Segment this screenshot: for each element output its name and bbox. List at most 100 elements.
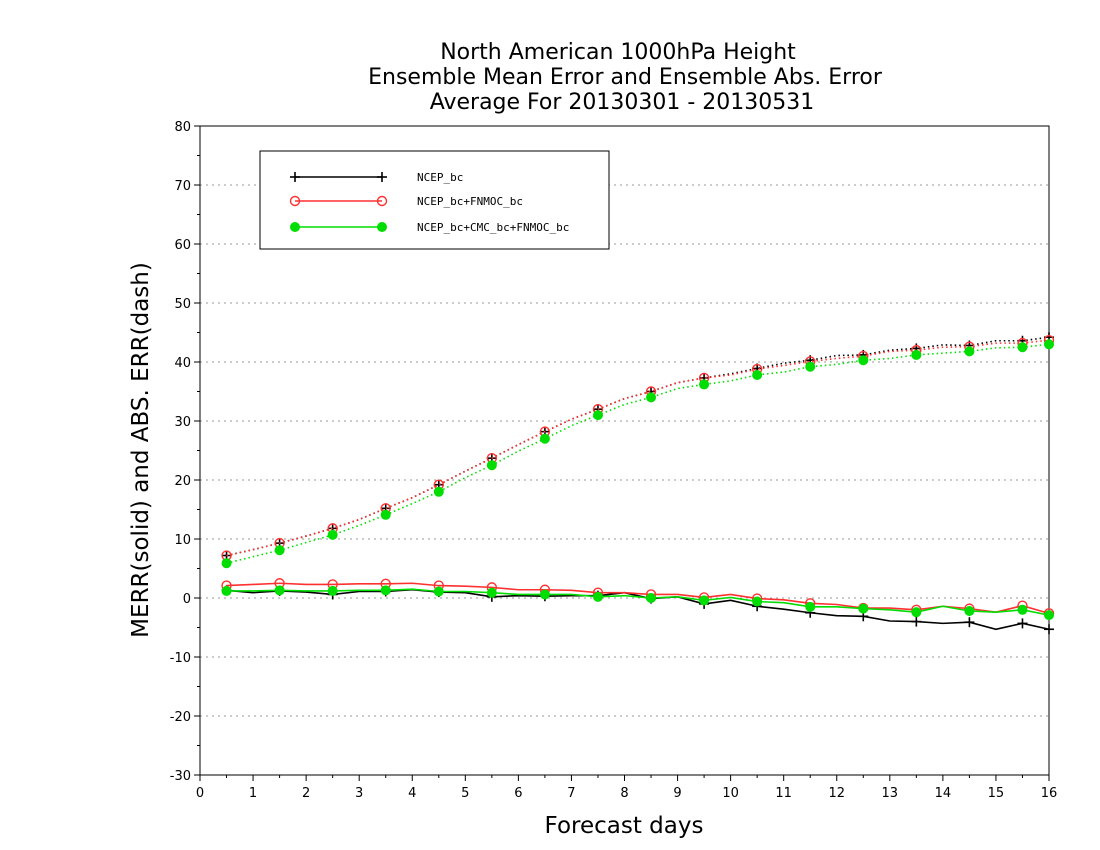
x-tick-label: 5 <box>461 786 469 801</box>
abs-err-point <box>1044 339 1054 350</box>
x-tick-label: 9 <box>673 786 681 801</box>
x-tick-label: 14 <box>935 786 952 801</box>
merr-point <box>646 593 657 603</box>
series-2 <box>221 339 1054 621</box>
merr-point <box>327 585 338 596</box>
grid-layer <box>200 184 1049 717</box>
merr-point <box>858 603 869 614</box>
abs-err-point <box>327 529 338 540</box>
y-tick-label: 10 <box>174 533 191 548</box>
legend-entry-2: NCEP_bc+CMC_bc+FNMOC_bc <box>290 221 569 234</box>
abs-err-line <box>226 339 1050 557</box>
y-axis-label: MERR(solid) and ABS. ERR(dash) <box>128 262 154 638</box>
series-1 <box>221 334 1055 619</box>
abs-err-point <box>380 509 391 520</box>
abs-err-point <box>592 410 603 421</box>
abs-err-line <box>226 343 1050 564</box>
series-layer <box>221 332 1055 635</box>
merr-point <box>592 591 603 602</box>
y-axis: 80 70 60 50 40 30 20 10 0 -10 -20 -30 <box>170 120 200 784</box>
abs-err-point <box>858 355 869 366</box>
legend-marker <box>290 222 300 232</box>
x-tick-label: 3 <box>355 786 363 801</box>
x-tick-label: 2 <box>302 786 310 801</box>
abs-err-point <box>221 558 232 569</box>
y-tick-label: 80 <box>174 120 191 135</box>
legend: NCEP_bc NCEP_bc+FNMOC_bc NCEP_bc+CMC_bc+FN… <box>259 150 610 250</box>
y-tick-label: 0 <box>183 592 191 607</box>
series-0 <box>221 332 1054 635</box>
x-tick-label: 6 <box>514 786 522 801</box>
legend-box <box>259 150 610 250</box>
merr-point <box>911 607 922 618</box>
abs-err-point <box>911 349 922 360</box>
y-tick-label: 30 <box>174 415 191 430</box>
x-tick-label: 15 <box>988 786 1005 801</box>
merr-point <box>964 617 975 628</box>
merr-point <box>752 596 763 607</box>
abs-err-point <box>486 460 497 471</box>
abs-err-point <box>752 369 763 380</box>
x-tick-label: 7 <box>567 786 575 801</box>
legend-marker <box>377 222 387 232</box>
merr-point <box>1044 610 1054 621</box>
x-tick-label: 1 <box>249 786 257 801</box>
x-tick-label: 13 <box>882 786 899 801</box>
merr-point <box>539 589 550 600</box>
legend-marker <box>376 195 388 207</box>
y-tick-label: 50 <box>174 297 191 312</box>
x-tick-label: 0 <box>196 786 204 801</box>
legend-label: NCEP_bc+CMC_bc+FNMOC_bc <box>417 221 569 234</box>
x-tick-label: 11 <box>775 786 792 801</box>
abs-err-point <box>1017 342 1028 353</box>
x-tick-label: 12 <box>828 786 845 801</box>
merr-line <box>226 582 1050 615</box>
merr-point <box>911 616 922 627</box>
merr-point <box>1044 624 1054 635</box>
legend-marker <box>377 172 387 182</box>
merr-point <box>433 586 444 597</box>
y-tick-label: 40 <box>174 356 191 371</box>
abs-err-point <box>805 361 816 372</box>
abs-err-point <box>699 379 710 390</box>
merr-point <box>486 587 497 598</box>
merr-point <box>805 601 816 612</box>
y-tick-label: -30 <box>170 769 191 784</box>
abs-err-point <box>646 392 657 403</box>
chart-title-line-2: Ensemble Mean Error and Ensemble Abs. Er… <box>368 65 883 90</box>
legend-label: NCEP_bc <box>417 171 463 184</box>
x-tick-label: 4 <box>408 786 416 801</box>
legend-marker <box>289 195 301 207</box>
legend-entry-1: NCEP_bc+FNMOC_bc <box>289 195 523 208</box>
merr-point <box>380 585 391 596</box>
x-tick-label: 16 <box>1041 786 1058 801</box>
abs-err-point <box>433 486 444 497</box>
x-axis-label: Forecast days <box>545 813 704 839</box>
merr-point <box>699 595 710 606</box>
merr-point <box>274 585 285 596</box>
legend-label: NCEP_bc+FNMOC_bc <box>417 195 523 208</box>
x-axis: 0 1 2 3 4 5 6 7 8 9 10 11 12 13 14 15 16 <box>196 775 1057 801</box>
legend-marker <box>290 172 300 182</box>
abs-err-point <box>964 346 975 357</box>
merr-point <box>221 585 232 596</box>
merr-point <box>1017 604 1028 615</box>
x-tick-label: 10 <box>722 786 739 801</box>
legend-entry-0: NCEP_bc <box>290 171 463 184</box>
y-tick-label: -20 <box>170 710 191 725</box>
x-tick-label: 8 <box>620 786 628 801</box>
y-tick-label: -10 <box>170 651 191 666</box>
chart-title-line-1: North American 1000hPa Height <box>440 40 796 65</box>
legend-entries: NCEP_bc NCEP_bc+FNMOC_bc NCEP_bc+CMC_bc+FN… <box>289 171 569 234</box>
y-tick-label: 20 <box>174 474 191 489</box>
abs-err-line <box>226 336 1050 557</box>
chart-title-line-3: Average For 20130301 - 20130531 <box>430 90 815 115</box>
abs-err-point <box>274 545 285 556</box>
abs-err-point <box>539 433 550 444</box>
merr-point <box>964 605 975 616</box>
y-tick-label: 60 <box>174 238 191 253</box>
merr-point <box>1017 618 1028 629</box>
y-tick-label: 70 <box>174 179 191 194</box>
